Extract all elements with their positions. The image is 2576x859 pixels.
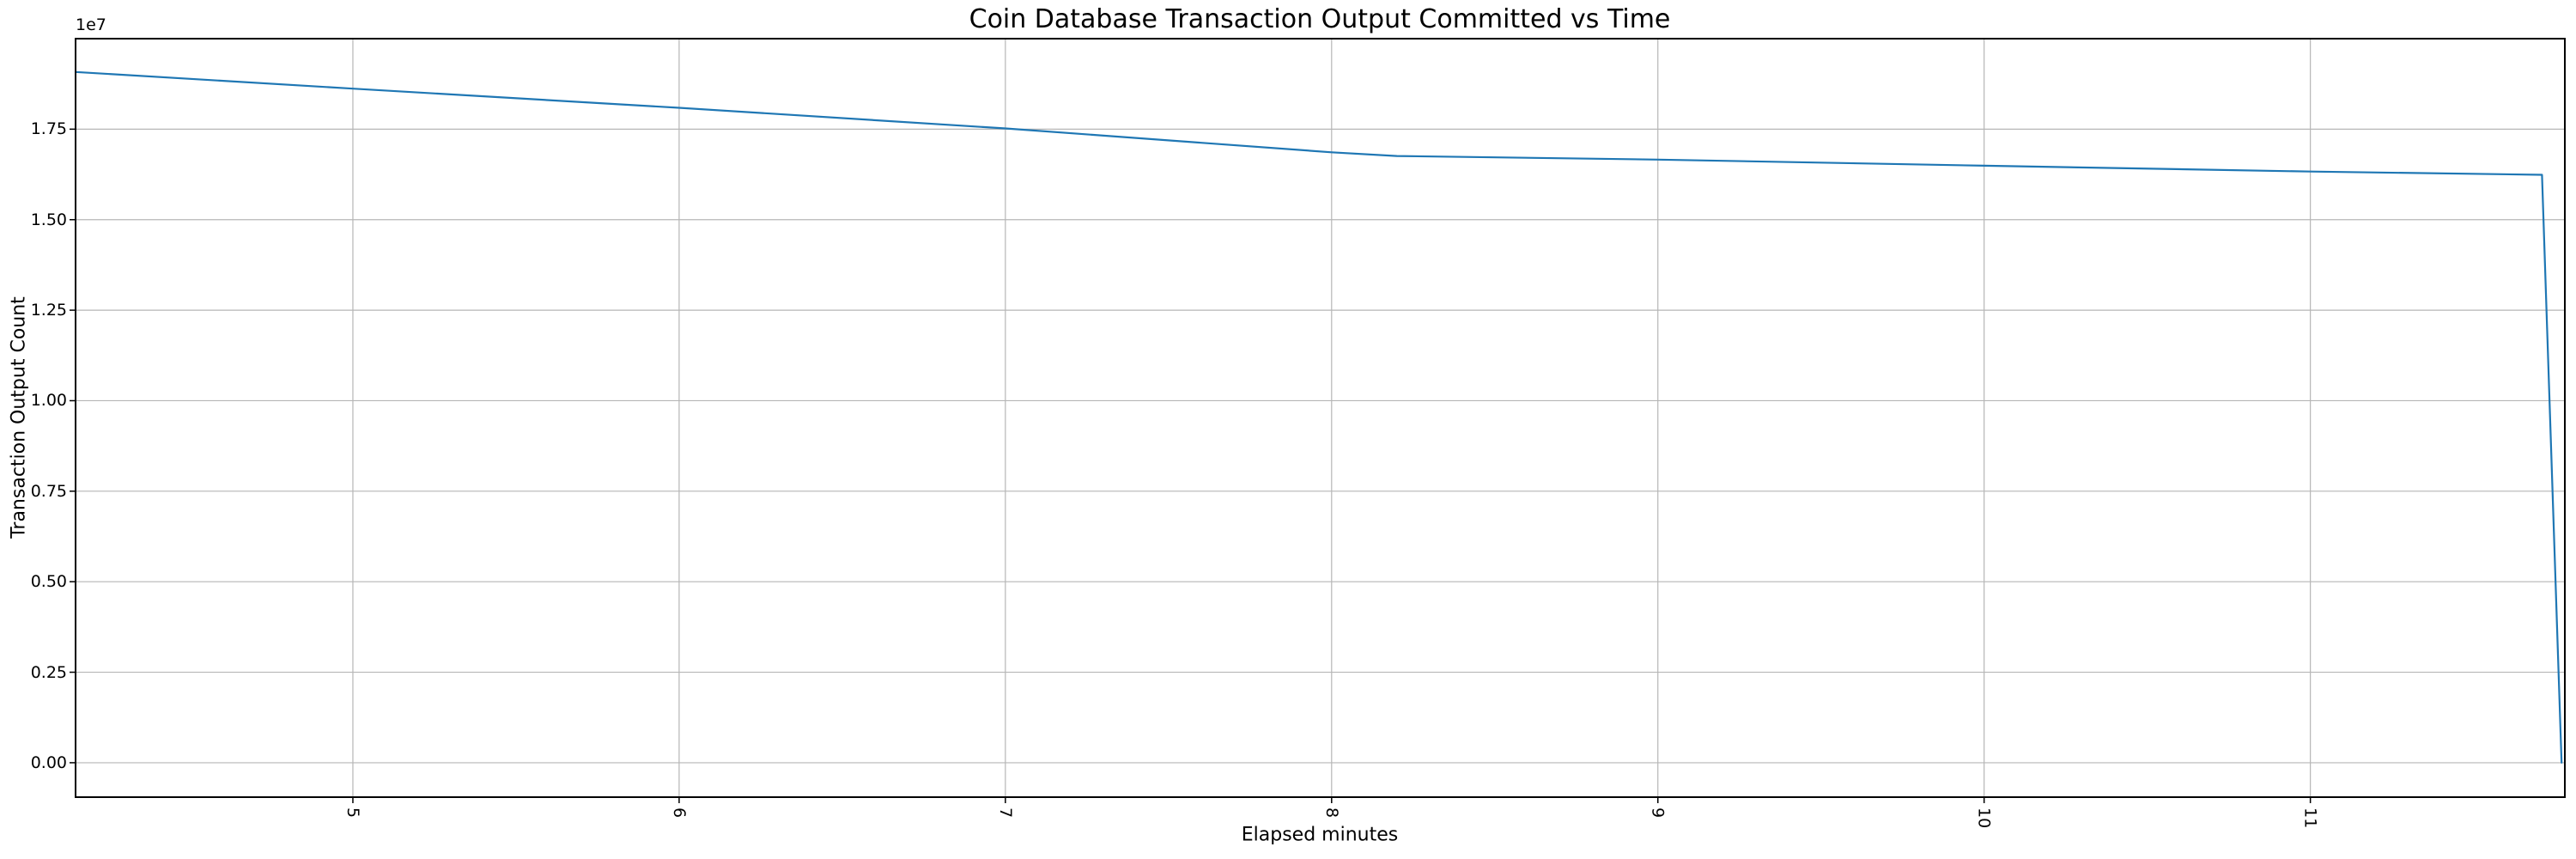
x-tick-label: 5 [343, 807, 362, 819]
y-tick-label: 1.75 [30, 119, 67, 139]
y-axis-label: Transaction Output Count [8, 296, 30, 539]
chart-title: Coin Database Transaction Output Committ… [969, 4, 1671, 34]
data-line-transaction-output-count [74, 70, 2563, 765]
x-tick-label: 11 [2300, 807, 2320, 829]
grid-layer [76, 39, 2565, 797]
x-tick-label: 6 [669, 807, 689, 819]
tick-marks-layer [70, 128, 2312, 803]
x-tick-label: 8 [1321, 807, 1341, 819]
data-line-layer [74, 70, 2563, 765]
y-tick-label: 0.25 [30, 662, 67, 682]
y-tick-label: 1.00 [30, 391, 67, 411]
x-axis-label: Elapsed minutes [1241, 824, 1399, 846]
y-axis-offset-label: 1e7 [76, 15, 106, 34]
y-tick-label: 1.25 [30, 301, 67, 320]
plot-spines [75, 38, 2566, 798]
x-tick-label: 10 [1974, 807, 1994, 829]
x-tick-label: 7 [995, 807, 1015, 819]
y-tick-label: 0.00 [30, 752, 67, 772]
y-tick-label: 0.75 [30, 481, 67, 501]
y-tick-label: 1.50 [30, 210, 67, 229]
x-tick-label: 9 [1648, 807, 1668, 819]
y-tick-label: 0.50 [30, 572, 67, 592]
